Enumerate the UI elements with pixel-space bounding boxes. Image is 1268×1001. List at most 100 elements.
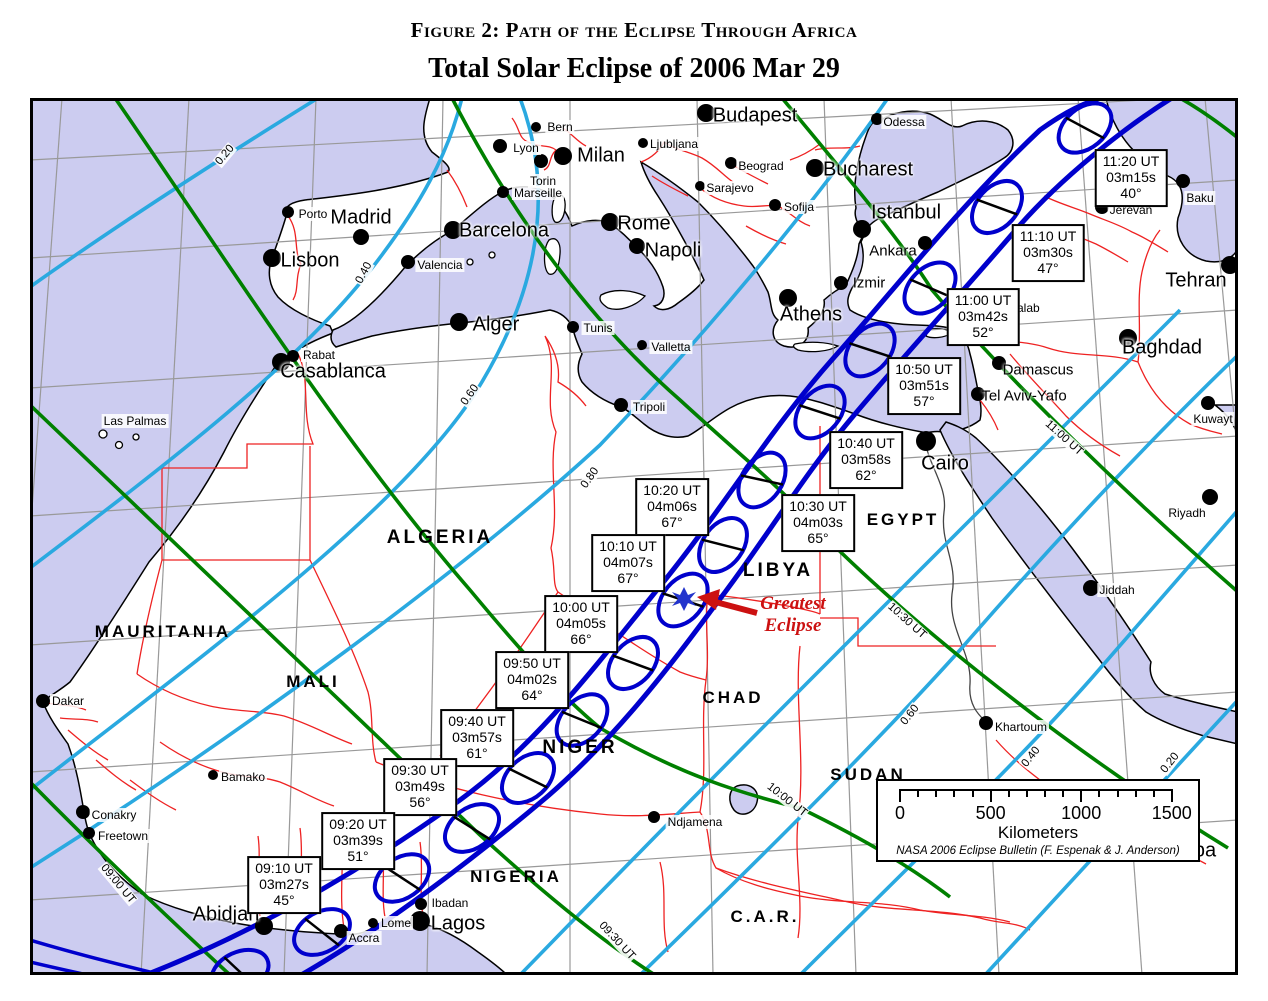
city-label-rabat: Rabat xyxy=(300,348,338,362)
umbra-ellipse xyxy=(793,383,847,441)
lake-chad xyxy=(729,784,759,815)
city-dot-lome xyxy=(368,918,378,928)
scale-tick xyxy=(1007,789,1010,797)
eclipse-sun_altitude: 57° xyxy=(913,392,935,409)
country-label-libya: LIBYA xyxy=(742,560,814,581)
city-label-dakar: Dakar xyxy=(49,694,87,708)
city-dot-madrid xyxy=(353,229,369,245)
city-dot-khartoum xyxy=(979,716,993,730)
city-dot-abidjan xyxy=(255,917,273,935)
eclipse-time: 10:30 UT xyxy=(789,498,847,515)
scale-number: 0 xyxy=(894,803,906,823)
umbra-ellipse xyxy=(499,751,557,805)
eclipse-duration: 04m03s xyxy=(793,514,843,531)
city-dot-bern xyxy=(531,122,541,132)
scale-tick xyxy=(1134,789,1137,797)
eclipse-time-label: 10:00 UT 04m05s 66° xyxy=(544,595,618,653)
eclipse-duration: 03m30s xyxy=(1023,244,1073,261)
umbra-ellipse xyxy=(736,450,788,510)
city-label-lome: Lome xyxy=(378,916,414,930)
eclipse-time-label: 09:20 UT 03m39s 51° xyxy=(321,812,395,870)
city-label-rome: Rome xyxy=(617,212,671,235)
umbra-ellipse xyxy=(292,907,352,957)
city-label-napoli: Napoli xyxy=(644,239,702,262)
city-label-valletta: Valletta xyxy=(649,340,693,354)
magnitude-contour-label: 0.60 xyxy=(897,701,923,729)
city-label-marseille: Marseille xyxy=(511,186,565,200)
eclipse-time-label: 10:20 UT 04m06s 67° xyxy=(635,478,709,536)
city-label-bucharest: Bucharest xyxy=(822,158,914,181)
eclipse-sun_altitude: 51° xyxy=(347,847,369,864)
city-label-tehran: Tehran xyxy=(1165,269,1227,292)
eclipse-time: 09:40 UT xyxy=(448,713,506,730)
island-balearic-1 xyxy=(466,258,474,266)
city-label-porto: Porto xyxy=(296,207,330,221)
eclipse-time-label: 10:50 UT 03m51s 57° xyxy=(887,357,961,415)
city-label-baku: Baku xyxy=(1184,191,1216,205)
eclipse-duration: 03m42s xyxy=(958,308,1008,325)
city-dot-damascus xyxy=(992,356,1006,370)
eclipse-sun_altitude: 65° xyxy=(807,529,829,546)
magnitude-contour-label: 0.20 xyxy=(212,141,238,169)
scale-tick xyxy=(1080,789,1083,802)
city-dot-lisbon xyxy=(263,249,281,267)
country-borders xyxy=(42,117,1223,953)
time-contour-label: 09:00 UT xyxy=(97,861,139,907)
scale-tick xyxy=(1044,789,1047,797)
city-dot-kuwayt xyxy=(1201,396,1215,410)
umbra-ellipse xyxy=(843,321,897,379)
city-dot-lagos xyxy=(410,911,430,931)
country-label-nigeria: NIGERIA xyxy=(470,867,562,886)
city-label-ljubljana: Ljubljana xyxy=(647,137,701,151)
city-dot-ndjamena xyxy=(648,811,660,823)
magnitude-contour-label: 0.20 xyxy=(1157,749,1183,777)
scale-number: 1000 xyxy=(1061,803,1102,823)
time-contour-label: 09:30 UT xyxy=(595,918,639,964)
country-label-egypt: EGYPT xyxy=(866,510,940,529)
city-dot-baku xyxy=(1176,174,1190,188)
scale-tick xyxy=(1152,789,1155,797)
city-label-accra: Accra xyxy=(346,931,382,945)
eclipse-time-label: 09:40 UT 03m57s 61° xyxy=(440,709,514,767)
scale-tick xyxy=(1062,789,1065,797)
city-label-abidjan: Abidjan xyxy=(192,903,260,926)
eclipse-sun_altitude: 45° xyxy=(273,891,295,908)
island-balearic-2 xyxy=(488,251,496,259)
eclipse-time-label: 11:10 UT 03m30s 47° xyxy=(1011,224,1085,282)
eclipse-duration: 03m57s xyxy=(452,729,502,746)
island-canary-3 xyxy=(132,433,140,441)
map-overlay: 11:20 UT 03m15s 40° 11:10 UT 03m30s 47° 11:00 … xyxy=(30,98,1238,975)
eclipse-duration: 04m06s xyxy=(647,498,697,515)
greatest-eclipse-text-line: Eclipse xyxy=(764,615,822,636)
eclipse-sun_altitude: 40° xyxy=(1120,184,1142,201)
city-dot-beograd xyxy=(725,157,737,169)
city-label-tripoli: Tripoli xyxy=(630,400,668,414)
path-sunrise-curve xyxy=(30,938,170,975)
umbra-ellipses xyxy=(209,101,1114,975)
eclipse-sun_altitude: 66° xyxy=(570,630,592,647)
eclipse-time: 10:50 UT xyxy=(895,361,953,378)
city-label-khartoum: Khartoum xyxy=(992,720,1050,734)
city-dot-odessa xyxy=(871,113,883,125)
umbra-ellipse xyxy=(443,802,501,854)
city-dot-izmir xyxy=(834,276,848,290)
country-label-c-a-r: C.A.R. xyxy=(730,907,800,926)
figure-caption: Figure 2: Path of the Eclipse Through Af… xyxy=(410,18,858,42)
city-label-sofija: Sofija xyxy=(781,200,817,214)
island-crete xyxy=(792,341,840,353)
city-label-casablanca: Casablanca xyxy=(280,360,386,383)
eclipse-duration: 04m05s xyxy=(556,615,606,632)
city-dot-baghdad xyxy=(1119,329,1137,347)
city-dot-tel-aviv-yafo xyxy=(971,387,985,401)
eclipse-sun_altitude: 67° xyxy=(617,569,639,586)
eclipse-time: 09:50 UT xyxy=(503,655,561,672)
city-dot-accra xyxy=(334,924,348,938)
city-dot-ljubljana xyxy=(638,138,648,148)
city-dot-torin xyxy=(534,154,548,168)
country-label-mali: MALI xyxy=(286,672,340,691)
eclipse-duration: 03m27s xyxy=(259,876,309,893)
scale-tick xyxy=(989,789,992,802)
greatest-eclipse-label: Greatest Eclipse xyxy=(760,593,825,637)
country-label-chad: CHAD xyxy=(702,688,764,707)
page-title: Total Solar Eclipse of 2006 Mar 29 xyxy=(428,53,840,84)
